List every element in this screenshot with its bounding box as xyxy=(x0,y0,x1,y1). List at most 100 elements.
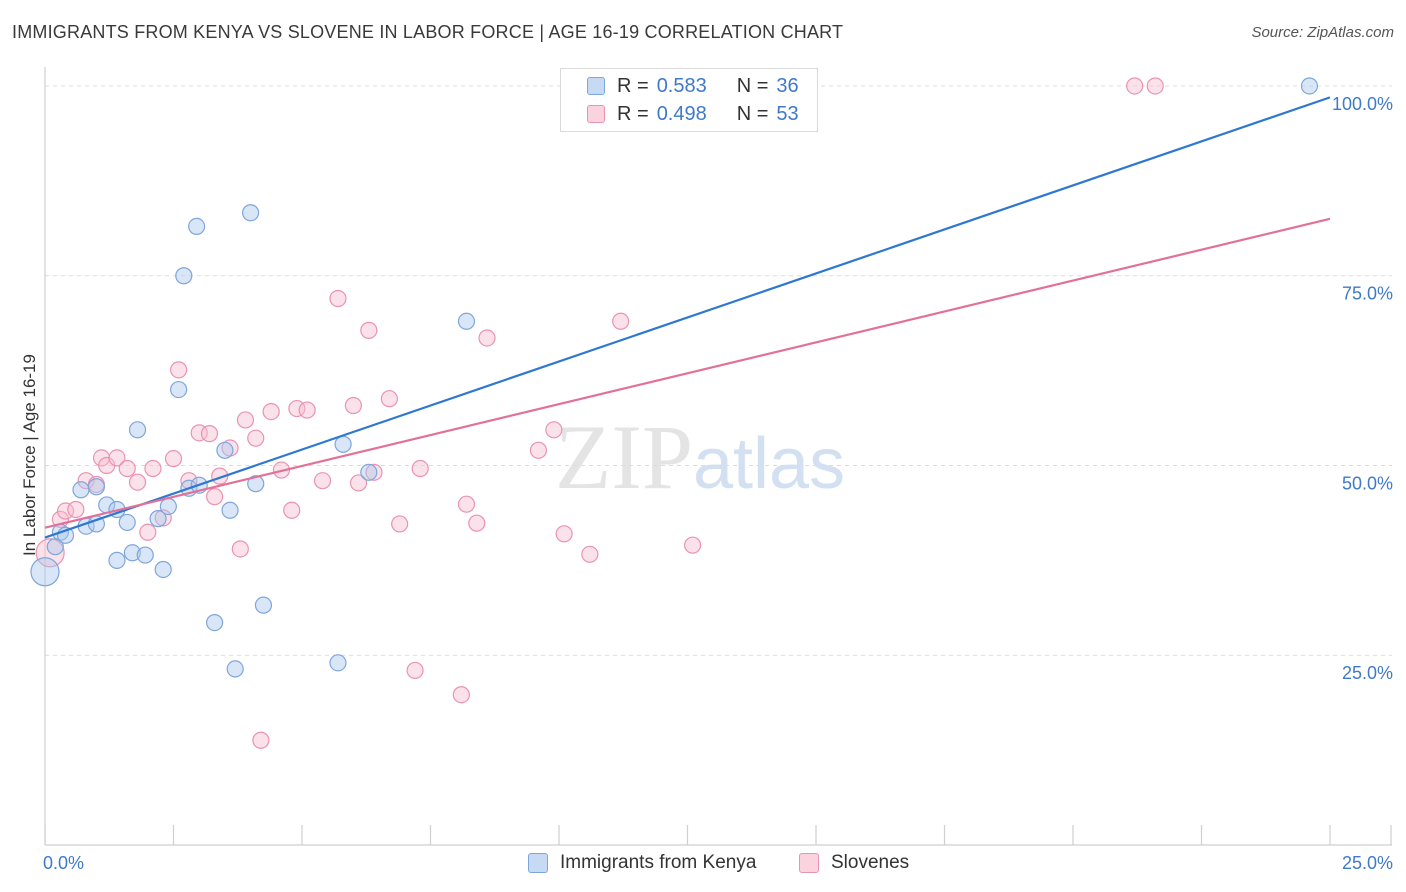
slovenes-point xyxy=(1146,77,1164,95)
slovenes-point xyxy=(298,401,316,419)
series-swatch-kenya xyxy=(528,853,548,873)
legend-r-value-kenya: 0.583 xyxy=(656,74,707,97)
slovenes-point xyxy=(144,459,162,478)
slovenes-point xyxy=(67,500,85,519)
x-tick-label: 0.0% xyxy=(43,853,84,873)
legend-swatch-kenya xyxy=(587,77,605,95)
slovenes-point xyxy=(118,459,136,478)
legend-n-value-kenya: 36 xyxy=(776,74,799,97)
kenya-point xyxy=(254,596,273,614)
y-tick-label: 100.0% xyxy=(1332,94,1393,114)
kenya-point xyxy=(329,654,347,672)
slovenes-point xyxy=(411,459,429,478)
legend-r-label: R = xyxy=(617,102,649,125)
kenya-point xyxy=(123,544,141,562)
slovenes-point xyxy=(684,536,702,554)
legend-r-label: R = xyxy=(617,74,649,97)
kenya-point xyxy=(149,510,167,528)
slovenes-point xyxy=(360,321,378,339)
slovenes-point xyxy=(391,515,409,533)
kenya-point xyxy=(334,435,352,453)
slovenes-point xyxy=(77,472,95,490)
kenya-point xyxy=(206,614,224,632)
kenya-point xyxy=(136,546,154,564)
kenya-point xyxy=(1300,77,1319,95)
tick-labels: 25.0% 50.0% 75.0% 100.0% 0.0% 25.0% xyxy=(43,94,1393,873)
slovenes-point xyxy=(478,329,496,347)
slovenes-point xyxy=(545,421,563,439)
kenya-point xyxy=(226,660,244,678)
correlation-legend: R = 0.583 N = 36 R = 0.498 N = 53 xyxy=(560,68,818,132)
slovenes-point xyxy=(252,731,270,749)
slovenes-point xyxy=(206,488,224,506)
legend-row-kenya: R = 0.583 N = 36 xyxy=(587,73,799,99)
kenya-point xyxy=(242,204,260,222)
kenya-point xyxy=(188,217,206,235)
slovenes-point xyxy=(555,525,573,543)
watermark: ZIPatlas xyxy=(555,404,845,510)
y-tick-label: 50.0% xyxy=(1342,473,1393,493)
kenya-point xyxy=(30,557,60,587)
legend-r-value-slovenes: 0.498 xyxy=(656,102,707,125)
kenya-point xyxy=(457,312,476,330)
grid-lines xyxy=(45,85,1392,656)
slovenes-point xyxy=(1126,77,1144,95)
legend-row-slovenes: R = 0.498 N = 53 xyxy=(587,101,799,127)
series-legend-kenya: Immigrants from Kenya xyxy=(528,852,756,874)
x-tick-label: 25.0% xyxy=(1342,853,1393,873)
kenya-point xyxy=(87,478,106,496)
slovenes-point xyxy=(349,474,368,492)
legend-n-label: N = xyxy=(736,74,769,97)
slovenes-points xyxy=(35,77,1164,749)
kenya-point xyxy=(175,267,193,285)
legend-swatch-slovenes xyxy=(587,105,605,123)
slovenes-point xyxy=(581,545,599,563)
series-legend-slovenes: Slovenes xyxy=(799,852,909,874)
series-label-kenya: Immigrants from Kenya xyxy=(560,852,757,873)
slovenes-point xyxy=(329,289,347,308)
slovenes-point xyxy=(170,361,188,379)
kenya-point xyxy=(128,421,147,439)
legend-n-value-slovenes: 53 xyxy=(776,102,799,125)
slovenes-point xyxy=(108,449,126,467)
slovenes-point xyxy=(231,540,249,558)
slovenes-point xyxy=(313,472,332,490)
kenya-point xyxy=(72,481,90,499)
y-axis-label: In Labor Force | Age 16-19 xyxy=(20,354,39,556)
watermark-zip: ZIP xyxy=(555,406,693,508)
kenya-point xyxy=(360,463,378,481)
kenya-point xyxy=(159,497,177,516)
chart-title: IMMIGRANTS FROM KENYA VS SLOVENE IN LABO… xyxy=(12,22,844,42)
kenya-point xyxy=(170,380,188,399)
slovenes-point xyxy=(139,523,157,541)
source-label: Source: ZipAtlas.com xyxy=(1251,24,1394,41)
slovenes-trend-line xyxy=(44,217,1331,529)
slovenes-point xyxy=(344,396,362,415)
axes xyxy=(44,67,1392,846)
y-tick-label: 25.0% xyxy=(1342,663,1393,683)
kenya-point xyxy=(154,560,172,579)
slovenes-point xyxy=(200,425,219,443)
series-label-slovenes: Slovenes xyxy=(831,852,910,873)
kenya-point xyxy=(118,513,136,532)
series-swatch-slovenes xyxy=(799,853,819,873)
trend-lines xyxy=(44,96,1331,539)
slovenes-point xyxy=(380,390,398,408)
slovenes-point xyxy=(247,429,265,447)
slovenes-point xyxy=(236,411,255,429)
kenya-point xyxy=(216,441,234,459)
watermark-atlas: atlas xyxy=(693,424,846,504)
slovenes-point xyxy=(457,495,476,513)
slovenes-point xyxy=(406,661,424,680)
legend-n-label: N = xyxy=(736,102,769,125)
kenya-trend-line xyxy=(44,96,1331,539)
slovenes-point xyxy=(365,463,383,481)
kenya-point xyxy=(247,475,265,493)
kenya-point xyxy=(221,501,239,519)
slovenes-point xyxy=(452,686,470,704)
slovenes-point xyxy=(529,441,548,459)
y-tick-label: 75.0% xyxy=(1342,284,1393,304)
slovenes-point xyxy=(164,450,183,468)
slovenes-point xyxy=(128,473,147,491)
